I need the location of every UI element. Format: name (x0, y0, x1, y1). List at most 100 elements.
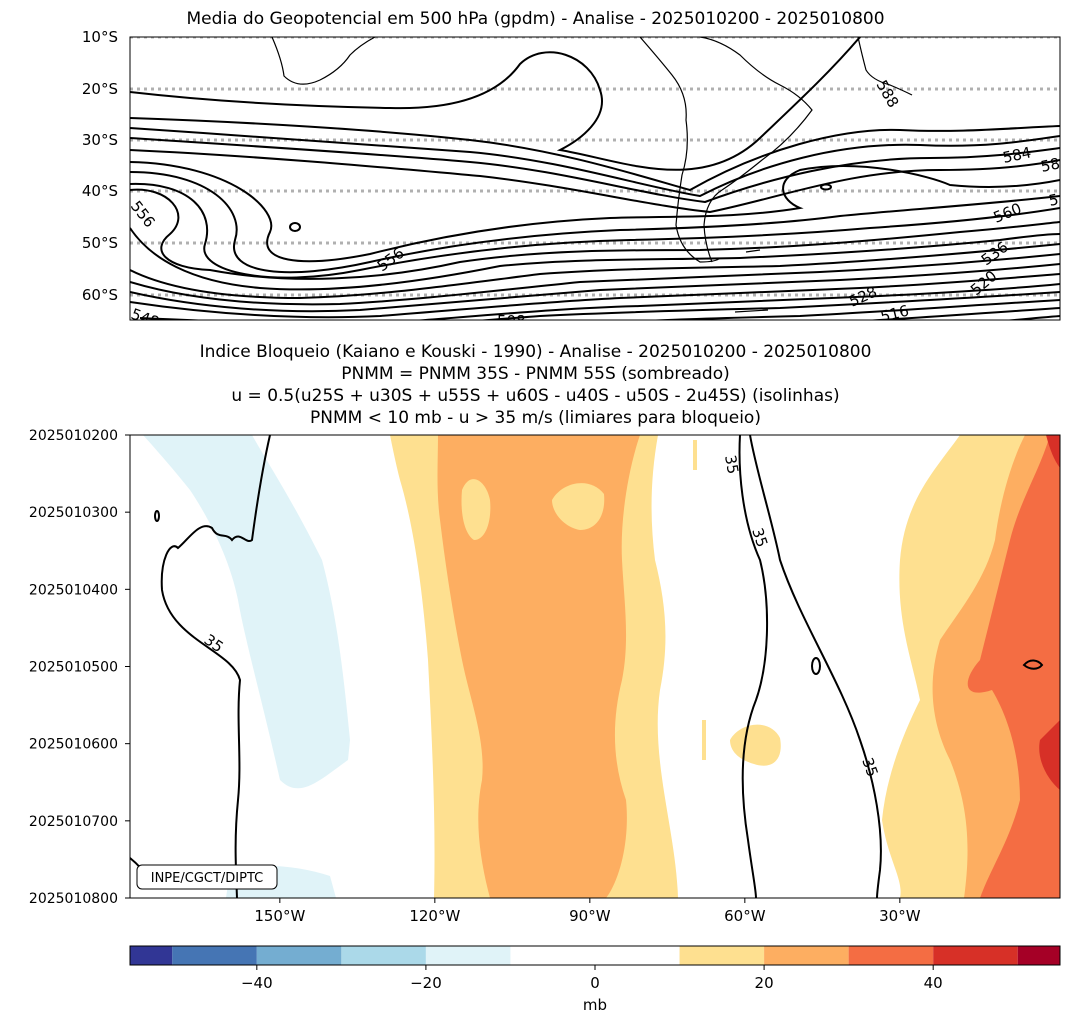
contour-576 (130, 137, 1060, 204)
contour-560 (130, 182, 1060, 279)
colorbar-cell-5 (510, 946, 680, 965)
bottom-chart-title-line-1: Indice Bloqueio (Kaiano e Kouski - 1990)… (199, 342, 872, 362)
contour-532 (139, 283, 1060, 320)
contour-540 (130, 263, 1060, 313)
colorbar-tick-label-3: 20 (755, 974, 774, 992)
credit-box: INPE/CGCT/DIPTC (136, 864, 278, 890)
colorbar-cells (130, 946, 1060, 965)
y-tick-label-3: 2025010500 (29, 660, 118, 676)
coastline-africa (857, 37, 913, 96)
contour-label-5: 5 (1047, 190, 1060, 210)
contour-552 (130, 227, 1060, 291)
contour-548 (130, 243, 1060, 300)
coastline-pacific-island (271, 37, 376, 85)
bottom-chart-title-line-2: PNMM = PNMM 35S - PNMM 55S (sombreado) (341, 364, 730, 384)
heatmap-shading (143, 435, 1060, 898)
contour-556 (130, 188, 1060, 280)
isoline-closed-2 (811, 657, 821, 675)
colorbar-cell-7 (764, 946, 849, 965)
coastline-south-america-west (639, 37, 721, 263)
colorbar-cell-4 (425, 946, 511, 965)
isoline-closed-3 (1022, 659, 1044, 670)
isoline-label-35-top: 35 (721, 454, 742, 476)
region-yellow-hole-1 (461, 479, 491, 540)
colorbar-cell-0 (130, 946, 173, 965)
contour-closed-small-2 (820, 183, 832, 191)
heatmap-x-ticks: 150°W 120°W 90°W 60°W 30°W (254, 898, 921, 925)
top-map-panel: 588 584 58 556 560 5 556 536 528 520 516… (82, 28, 1061, 330)
contour-536 (130, 273, 1060, 319)
lat-label-50s: 50°S (82, 234, 118, 252)
y-tick-label-0: 2025010200 (29, 428, 118, 444)
colorbar-ticks: −40 −20 0 20 40 (241, 965, 943, 992)
colorbar-cell-3 (341, 946, 426, 965)
colorbar-cell-10 (1017, 946, 1060, 965)
coastline-antarctic-peninsula (734, 309, 769, 313)
isoline-35-center (738, 435, 769, 898)
y-tick-label-1: 2025010300 (29, 505, 118, 521)
contour-label-516: 516 (879, 301, 911, 325)
contour-520 (866, 307, 1060, 320)
contour-572 (130, 149, 1060, 214)
bottom-chart-title-line-4: PNMM < 10 mb - u > 35 m/s (limiares para… (310, 408, 761, 428)
top-map-gridlines (130, 37, 1060, 297)
colorbar-tick-label-1: −20 (410, 974, 442, 992)
region-red-top-right (1046, 435, 1060, 468)
contour-544 (130, 253, 1060, 306)
credit-text: INPE/CGCT/DIPTC (151, 871, 263, 886)
colorbar-cell-8 (848, 946, 934, 965)
bottom-chart-title-line-3: u = 0.5(u25S + u30S + u55S + u60S - u40S… (231, 386, 840, 406)
contour-524 (644, 299, 1060, 320)
contour-584 (130, 117, 1060, 192)
region-light-blue-upper (143, 435, 350, 789)
credit-box-frame (136, 864, 278, 890)
y-tick-label-2: 2025010400 (29, 582, 118, 598)
region-red-orange-right (967, 435, 1060, 898)
isoline-35-east (749, 435, 882, 898)
colorbar-cell-6 (679, 946, 765, 965)
colorbar-tick-label-2: 0 (590, 974, 600, 992)
lat-label-20s: 20°S (82, 80, 118, 98)
contour-588 (130, 37, 861, 171)
top-chart-title: Media do Geopotencial em 500 hPa (gpdm) … (186, 9, 885, 29)
bottom-heatmap-panel: 35 35 35 35 INPE/CGCT/DIPTC 202501020020… (29, 428, 1061, 925)
x-tick-label-2: 90°W (569, 907, 611, 925)
y-tick-label-5: 2025010700 (29, 814, 118, 830)
lat-label-40s: 40°S (82, 182, 118, 200)
contour-564 (130, 171, 1060, 274)
colorbar-tick-label-4: 40 (924, 974, 943, 992)
isoline-label-35-east: 35 (858, 755, 881, 779)
colorbar-cell-2 (256, 946, 342, 965)
isoline-closed-1 (154, 510, 160, 522)
top-map-coastlines (271, 37, 913, 313)
contour-label-508: 508 (497, 312, 526, 330)
x-tick-label-0: 150°W (254, 907, 305, 925)
top-map-frame (129, 36, 1061, 321)
heatmap-isolines (130, 435, 1044, 898)
region-yellow-strip-1 (693, 440, 697, 470)
x-tick-label-3: 60°W (724, 907, 766, 925)
colorbar: −40 −20 0 20 40 mb (129, 945, 1061, 1014)
isoline-35-west (160, 435, 271, 898)
contour-528 (476, 291, 1060, 320)
colorbar-cell-1 (172, 946, 257, 965)
colorbar-cell-9 (933, 946, 1018, 965)
contour-label-584: 584 (1001, 143, 1033, 167)
top-map-lat-labels: 10°S 20°S 30°S 40°S 50°S 60°S (82, 28, 118, 304)
contour-580 (130, 127, 1060, 198)
lat-label-10s: 10°S (82, 28, 118, 46)
y-tick-label-6: 2025010800 (29, 891, 118, 907)
region-yellow-hole-2 (552, 483, 605, 530)
y-tick-label-4: 2025010600 (29, 737, 118, 753)
top-map-contours (130, 37, 1060, 320)
contour-568 (130, 161, 1060, 263)
coastline-falklands (745, 249, 761, 253)
contour-label-58: 58 (1039, 154, 1061, 176)
coastline-south-america-east (699, 37, 813, 263)
lat-label-30s: 30°S (82, 131, 118, 149)
colorbar-tick-label-0: −40 (241, 974, 273, 992)
x-tick-label-1: 120°W (409, 907, 460, 925)
lat-label-60s: 60°S (82, 286, 118, 304)
region-orange-central (437, 435, 640, 898)
